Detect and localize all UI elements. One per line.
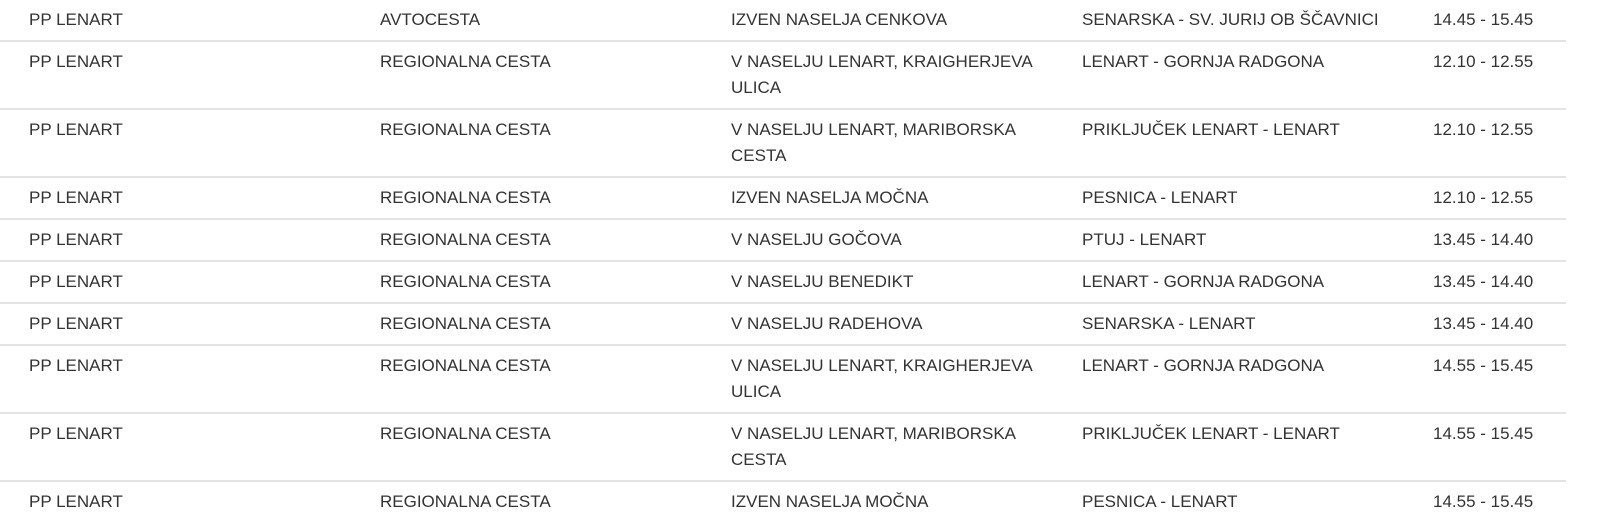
location-cell: V NASELJU GOČOVA: [702, 219, 1053, 262]
police-station-cell: PP LENART: [0, 345, 351, 414]
police-station-cell: PP LENART: [0, 261, 351, 304]
police-station-cell: PP LENART: [0, 413, 351, 482]
table-row: PP LENART REGIONALNA CESTA V NASELJU RADEH…: [0, 303, 1566, 346]
road-type-cell: REGIONALNA CESTA: [351, 109, 702, 178]
road-section-cell: SENARSKA - SV. JURIJ OB ŠČAVNICI: [1053, 0, 1404, 42]
time-cell: 13.45 - 14.40: [1404, 303, 1566, 346]
table-row: PP LENART REGIONALNA CESTA IZVEN NASELJA M…: [0, 177, 1566, 220]
table-row: PP LENART REGIONALNA CESTA IZVEN NASELJA M…: [0, 481, 1566, 522]
road-section-cell: PRIKLJUČEK LENART - LENART: [1053, 413, 1404, 482]
table-row: PP LENART REGIONALNA CESTA V NASELJU LENAR…: [0, 41, 1566, 110]
police-station-cell: PP LENART: [0, 109, 351, 178]
time-cell: 14.55 - 15.45: [1433, 492, 1534, 511]
table-row: PP LENART REGIONALNA CESTA V NASELJU LENAR…: [0, 109, 1566, 178]
time-cell: 12.10 - 12.55: [1404, 41, 1566, 110]
police-station-cell: PP LENART: [0, 41, 351, 110]
road-type-cell: REGIONALNA CESTA: [351, 261, 702, 304]
location-cell: V NASELJU LENART, MARIBORSKA CESTA: [702, 109, 1053, 178]
table-row: PP LENART REGIONALNA CESTA V NASELJU BENED…: [0, 261, 1566, 304]
road-section-cell: SENARSKA - LENART: [1053, 303, 1404, 346]
road-type-cell: REGIONALNA CESTA: [351, 413, 702, 482]
road-type-cell: REGIONALNA CESTA: [351, 41, 702, 110]
location-cell: IZVEN NASELJA CENKOVA: [702, 0, 1053, 42]
location-cell: V NASELJU LENART, MARIBORSKA CESTA: [702, 413, 1053, 482]
time-cell: 12.10 - 12.55: [1404, 109, 1566, 178]
table-row: PP LENART REGIONALNA CESTA V NASELJU GOČOV…: [0, 219, 1566, 262]
police-station-cell: PP LENART: [0, 177, 351, 220]
time-cell: 13.45 - 14.40: [1404, 261, 1566, 304]
road-type-cell: REGIONALNA CESTA: [380, 492, 551, 511]
table-body: PP LENART AVTOCESTA IZVEN NASELJA CENKOVA S…: [0, 0, 1566, 522]
road-type-cell: REGIONALNA CESTA: [351, 219, 702, 262]
road-type-cell: REGIONALNA CESTA: [351, 345, 702, 414]
police-station-cell: PP LENART: [0, 0, 351, 42]
location-cell: V NASELJU RADEHOVA: [702, 303, 1053, 346]
table-row: PP LENART AVTOCESTA IZVEN NASELJA CENKOVA S…: [0, 0, 1566, 42]
road-section-cell: PTUJ - LENART: [1053, 219, 1404, 262]
road-section-cell: LENART - GORNJA RADGONA: [1053, 345, 1404, 414]
table-row: PP LENART REGIONALNA CESTA V NASELJU LENAR…: [0, 413, 1566, 482]
time-cell: 12.10 - 12.55: [1404, 177, 1566, 220]
time-cell: 14.55 - 15.45: [1404, 345, 1566, 414]
time-cell: 14.45 - 15.45: [1404, 0, 1566, 42]
location-cell: V NASELJU BENEDIKT: [702, 261, 1053, 304]
police-station-cell: PP LENART: [0, 303, 351, 346]
location-cell: IZVEN NASELJA MOČNA: [702, 177, 1053, 220]
police-station-cell: PP LENART: [0, 219, 351, 262]
road-section-cell: PESNICA - LENART: [1082, 492, 1238, 511]
time-cell: 14.55 - 15.45: [1404, 413, 1566, 482]
road-type-cell: REGIONALNA CESTA: [351, 177, 702, 220]
road-section-cell: LENART - GORNJA RADGONA: [1053, 261, 1404, 304]
road-section-cell: LENART - GORNJA RADGONA: [1053, 41, 1404, 110]
road-section-cell: PRIKLJUČEK LENART - LENART: [1053, 109, 1404, 178]
location-cell: V NASELJU LENART, KRAIGHERJEVA ULICA: [702, 345, 1053, 414]
table-row: PP LENART REGIONALNA CESTA V NASELJU LENAR…: [0, 345, 1566, 414]
location-cell: V NASELJU LENART, KRAIGHERJEVA ULICA: [702, 41, 1053, 110]
police-station-cell: PP LENART: [29, 492, 123, 511]
road-section-cell: PESNICA - LENART: [1053, 177, 1404, 220]
road-type-cell: REGIONALNA CESTA: [351, 303, 702, 346]
speed-control-table: PP LENART AVTOCESTA IZVEN NASELJA CENKOVA S…: [0, 0, 1566, 522]
location-cell: IZVEN NASELJA MOČNA: [731, 492, 929, 511]
road-type-cell: AVTOCESTA: [351, 0, 702, 42]
time-cell: 13.45 - 14.40: [1404, 219, 1566, 262]
